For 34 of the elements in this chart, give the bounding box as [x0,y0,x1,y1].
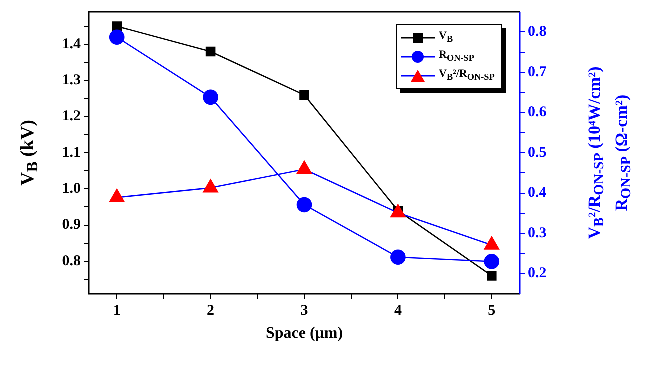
y2-tick-label: 0.8 [528,24,547,40]
legend-label: V$_{B}$²/R$_{ON-SP}$ [439,68,495,83]
point [109,30,125,46]
point [296,160,312,174]
point [487,271,497,281]
legend-label: V$_{B}$ [439,30,454,45]
point [206,46,216,57]
x-tick-label: 2 [207,302,215,319]
point [300,90,310,100]
point [484,236,500,250]
y2-tick-label: 0.6 [528,104,548,121]
point [203,90,218,106]
point [110,189,125,202]
legend-label: R$_{ON-SP}$ [439,49,474,64]
point [390,204,406,218]
y-tick-label: 1.0 [62,181,81,198]
y2-tick-label: 0.2 [528,266,547,282]
x-tick-label: 5 [488,302,496,319]
y2-tick-label: 0.4 [528,185,548,202]
point [112,22,122,32]
point [203,179,218,193]
y-tick-label: 1.1 [62,144,81,161]
y2-tick-label: 0.5 [528,144,547,161]
text: 0.8 [62,253,81,270]
y-tick-label: 1.4 [62,36,82,52]
y-tick-label: 1.3 [62,72,81,89]
x-tick-label: 4 [394,302,402,319]
x-tick-label: 1 [113,302,121,319]
y2-tick-label: 0.7 [528,64,548,80]
x-tick-label: 3 [300,302,308,319]
y-tick-label: 0.9 [62,217,81,234]
x-axis-title: Space (μm) [266,325,344,343]
y-tick-label: 1.2 [62,108,81,125]
y2-tick-label: 0.3 [528,225,547,242]
